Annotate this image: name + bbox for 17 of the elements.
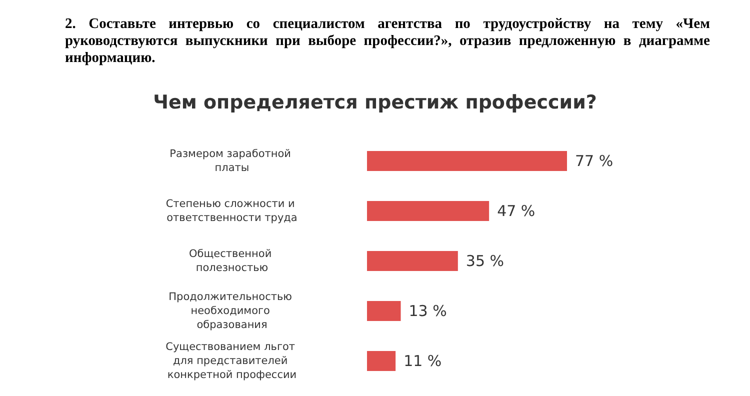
data-label: 13 % <box>408 302 447 320</box>
chart-title: Чем определяется престиж профессии? <box>153 92 597 114</box>
y-tick-label: Продолжительностью необходимого образования <box>168 291 296 331</box>
bar <box>367 151 567 171</box>
y-tick-label: Существованием льгот для представителей конкретной профессии <box>166 341 298 381</box>
bar <box>367 251 458 271</box>
bar <box>367 351 396 371</box>
data-label: 77 % <box>575 152 614 170</box>
bar <box>367 201 490 221</box>
data-label: 11 % <box>404 352 442 370</box>
y-tick-label: Размером заработной платы <box>170 148 294 174</box>
y-tick-label: Общественной полезностью <box>189 248 275 274</box>
y-tick-label: Степенью сложности и ответственности труда <box>166 198 298 224</box>
data-label: 47 % <box>497 202 536 220</box>
text: 2. Составьте интервью со специалистом агентства по трудоустройству на тему «Чем руководствуются выпускники при выборе профессии?», отразив предложенную в диаграмме информацию. <box>65 16 710 67</box>
data-label: 35 % <box>466 252 504 270</box>
bar <box>367 301 401 321</box>
